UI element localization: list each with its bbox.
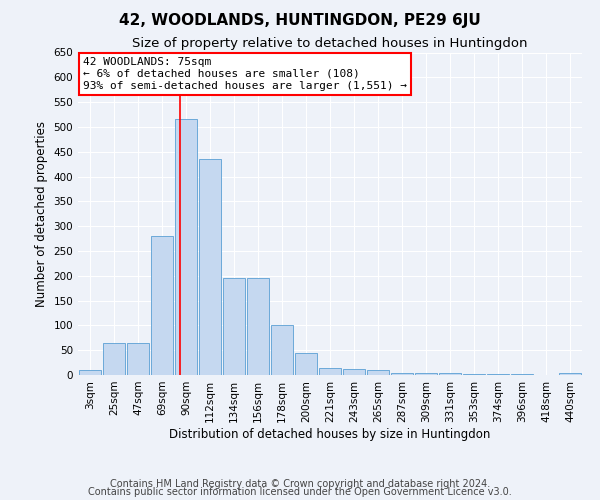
Bar [367, 370, 389, 375]
Bar [271, 326, 293, 375]
Bar [103, 343, 125, 375]
Bar [127, 343, 149, 375]
Bar [391, 372, 413, 375]
Bar [295, 352, 317, 375]
Text: Contains HM Land Registry data © Crown copyright and database right 2024.: Contains HM Land Registry data © Crown c… [110, 479, 490, 489]
Text: 42 WOODLANDS: 75sqm
← 6% of detached houses are smaller (108)
93% of semi-detach: 42 WOODLANDS: 75sqm ← 6% of detached hou… [83, 58, 407, 90]
Y-axis label: Number of detached properties: Number of detached properties [35, 120, 48, 306]
Bar [439, 372, 461, 375]
Bar [319, 368, 341, 375]
Bar [223, 278, 245, 375]
Bar [487, 374, 509, 375]
Title: Size of property relative to detached houses in Huntingdon: Size of property relative to detached ho… [132, 37, 528, 50]
Bar [199, 159, 221, 375]
Bar [415, 372, 437, 375]
Bar [463, 374, 485, 375]
Text: 42, WOODLANDS, HUNTINGDON, PE29 6JU: 42, WOODLANDS, HUNTINGDON, PE29 6JU [119, 12, 481, 28]
Bar [151, 236, 173, 375]
Bar [79, 370, 101, 375]
Text: Contains public sector information licensed under the Open Government Licence v3: Contains public sector information licen… [88, 487, 512, 497]
Bar [175, 120, 197, 375]
Bar [247, 278, 269, 375]
Bar [559, 372, 581, 375]
Bar [511, 374, 533, 375]
Bar [343, 369, 365, 375]
X-axis label: Distribution of detached houses by size in Huntingdon: Distribution of detached houses by size … [169, 428, 491, 440]
